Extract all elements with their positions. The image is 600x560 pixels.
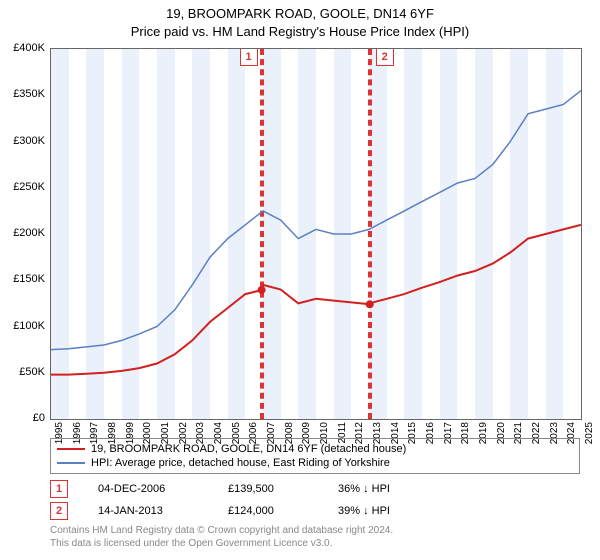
page-title: 19, BROOMPARK ROAD, GOOLE, DN14 6YF — [0, 6, 600, 21]
footer-attribution: Contains HM Land Registry data © Crown c… — [50, 524, 580, 550]
table-row: 1 04-DEC-2006 £139,500 36% ↓ HPI — [50, 478, 580, 500]
sale-date: 04-DEC-2006 — [98, 483, 198, 495]
sales-table: 1 04-DEC-2006 £139,500 36% ↓ HPI 2 14-JA… — [50, 478, 580, 522]
sale-date: 14-JAN-2013 — [98, 505, 198, 517]
footer-line: This data is licensed under the Open Gov… — [50, 537, 580, 550]
legend-box: 19, BROOMPARK ROAD, GOOLE, DN14 6YF (det… — [50, 438, 580, 474]
legend-row: 19, BROOMPARK ROAD, GOOLE, DN14 6YF (det… — [57, 442, 573, 456]
sale-delta: 36% ↓ HPI — [338, 483, 390, 495]
line-chart-svg — [51, 49, 581, 419]
y-tick-label: £150K — [13, 273, 45, 285]
series-hpi — [51, 91, 581, 350]
sale-price: £139,500 — [228, 483, 308, 495]
y-tick-label: £100K — [13, 320, 45, 332]
sale-number-box: 2 — [50, 502, 68, 520]
sale-delta: 39% ↓ HPI — [338, 505, 390, 517]
y-tick-label: £0 — [33, 412, 45, 424]
y-tick-label: £350K — [13, 88, 45, 100]
plot-area: 12 — [50, 48, 582, 420]
page-subtitle: Price paid vs. HM Land Registry's House … — [0, 24, 600, 39]
legend-swatch — [57, 462, 85, 464]
footer-line: Contains HM Land Registry data © Crown c… — [50, 524, 580, 537]
table-row: 2 14-JAN-2013 £124,000 39% ↓ HPI — [50, 500, 580, 522]
x-tick-label: 2025 — [584, 422, 595, 444]
y-tick-label: £50K — [19, 366, 45, 378]
y-tick-label: £250K — [13, 181, 45, 193]
sale-point — [258, 286, 266, 294]
legend-swatch — [57, 448, 85, 450]
y-tick-label: £300K — [13, 135, 45, 147]
sale-number-box: 1 — [50, 480, 68, 498]
legend-text: HPI: Average price, detached house, East… — [91, 457, 390, 469]
y-tick-label: £200K — [13, 227, 45, 239]
chart-page: 19, BROOMPARK ROAD, GOOLE, DN14 6YF Pric… — [0, 0, 600, 560]
series-property — [51, 225, 581, 375]
sale-price: £124,000 — [228, 505, 308, 517]
sale-point — [366, 300, 374, 308]
legend-row: HPI: Average price, detached house, East… — [57, 456, 573, 470]
legend-text: 19, BROOMPARK ROAD, GOOLE, DN14 6YF (det… — [91, 443, 406, 455]
y-tick-label: £400K — [13, 42, 45, 54]
